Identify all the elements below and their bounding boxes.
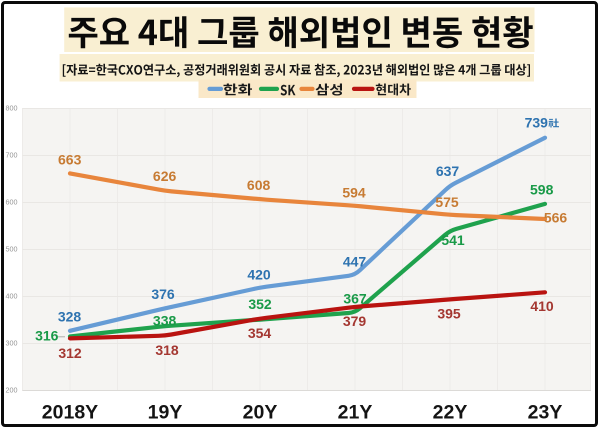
svg-text:300: 300 [6,339,18,348]
svg-text:637: 637 [436,163,460,179]
svg-text:312: 312 [58,345,82,361]
svg-text:20Y: 20Y [243,402,278,424]
svg-text:19Y: 19Y [148,402,183,424]
svg-text:608: 608 [247,177,271,193]
svg-text:21Y: 21Y [338,402,373,424]
svg-text:410: 410 [530,298,554,314]
svg-text:400: 400 [6,292,18,301]
svg-text:663: 663 [58,152,82,168]
svg-text:500: 500 [6,245,18,254]
svg-text:200: 200 [6,386,18,395]
svg-text:594: 594 [342,185,366,201]
svg-text:354: 354 [248,325,272,341]
svg-text:328: 328 [58,309,82,325]
svg-text:626: 626 [153,168,177,184]
svg-text:447: 447 [343,254,367,270]
svg-text:541: 541 [441,232,465,248]
svg-text:700: 700 [6,151,18,160]
svg-text:395: 395 [437,306,461,322]
svg-text:23Y: 23Y [528,402,563,424]
svg-text:316: 316 [35,328,59,344]
svg-text:318: 318 [155,342,179,358]
svg-text:598: 598 [530,181,554,197]
svg-text:575: 575 [435,194,459,210]
svg-text:338: 338 [153,313,177,329]
svg-text:22Y: 22Y [433,402,468,424]
svg-text:367: 367 [343,290,367,306]
svg-text:800: 800 [6,104,18,113]
svg-text:566: 566 [544,210,568,226]
svg-text:376: 376 [151,286,175,302]
svg-text:2018Y: 2018Y [42,402,98,424]
svg-text:379: 379 [343,313,367,329]
svg-text:739: 739 [525,115,549,131]
svg-text:420: 420 [247,267,271,283]
svg-text:352: 352 [248,296,272,312]
svg-text:600: 600 [6,198,18,207]
